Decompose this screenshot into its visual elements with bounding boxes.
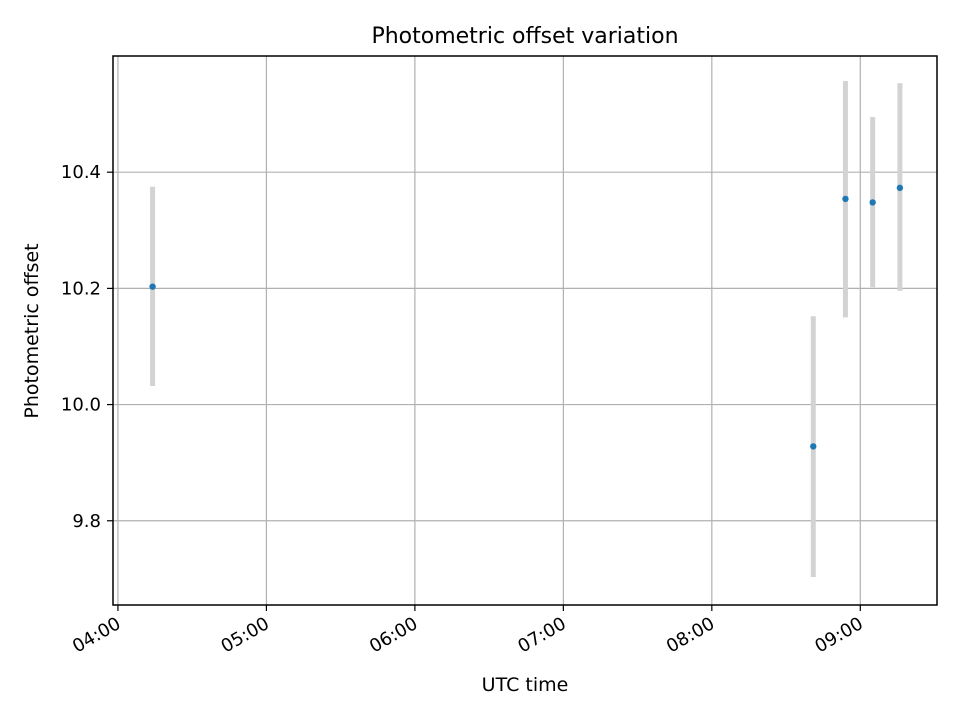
y-tick-label: 9.8 (72, 511, 101, 532)
y-axis-label: Photometric offset (21, 243, 43, 418)
y-tick-label: 10.2 (61, 278, 101, 299)
grid (113, 56, 937, 605)
data-point (869, 199, 876, 206)
chart-title: Photometric offset variation (371, 24, 678, 49)
y-tick-label: 10.4 (61, 162, 101, 183)
y-tick-label: 10.0 (61, 395, 101, 416)
data-point (810, 443, 817, 450)
data-point (896, 184, 904, 192)
data-point (149, 283, 156, 290)
data-point (842, 195, 849, 203)
x-axis-label: UTC time (482, 674, 569, 696)
plot-frame (112, 55, 938, 606)
y-axis-ticks: 9.8 10.0 10.2 10.4 (61, 162, 113, 532)
data-points (149, 184, 904, 450)
